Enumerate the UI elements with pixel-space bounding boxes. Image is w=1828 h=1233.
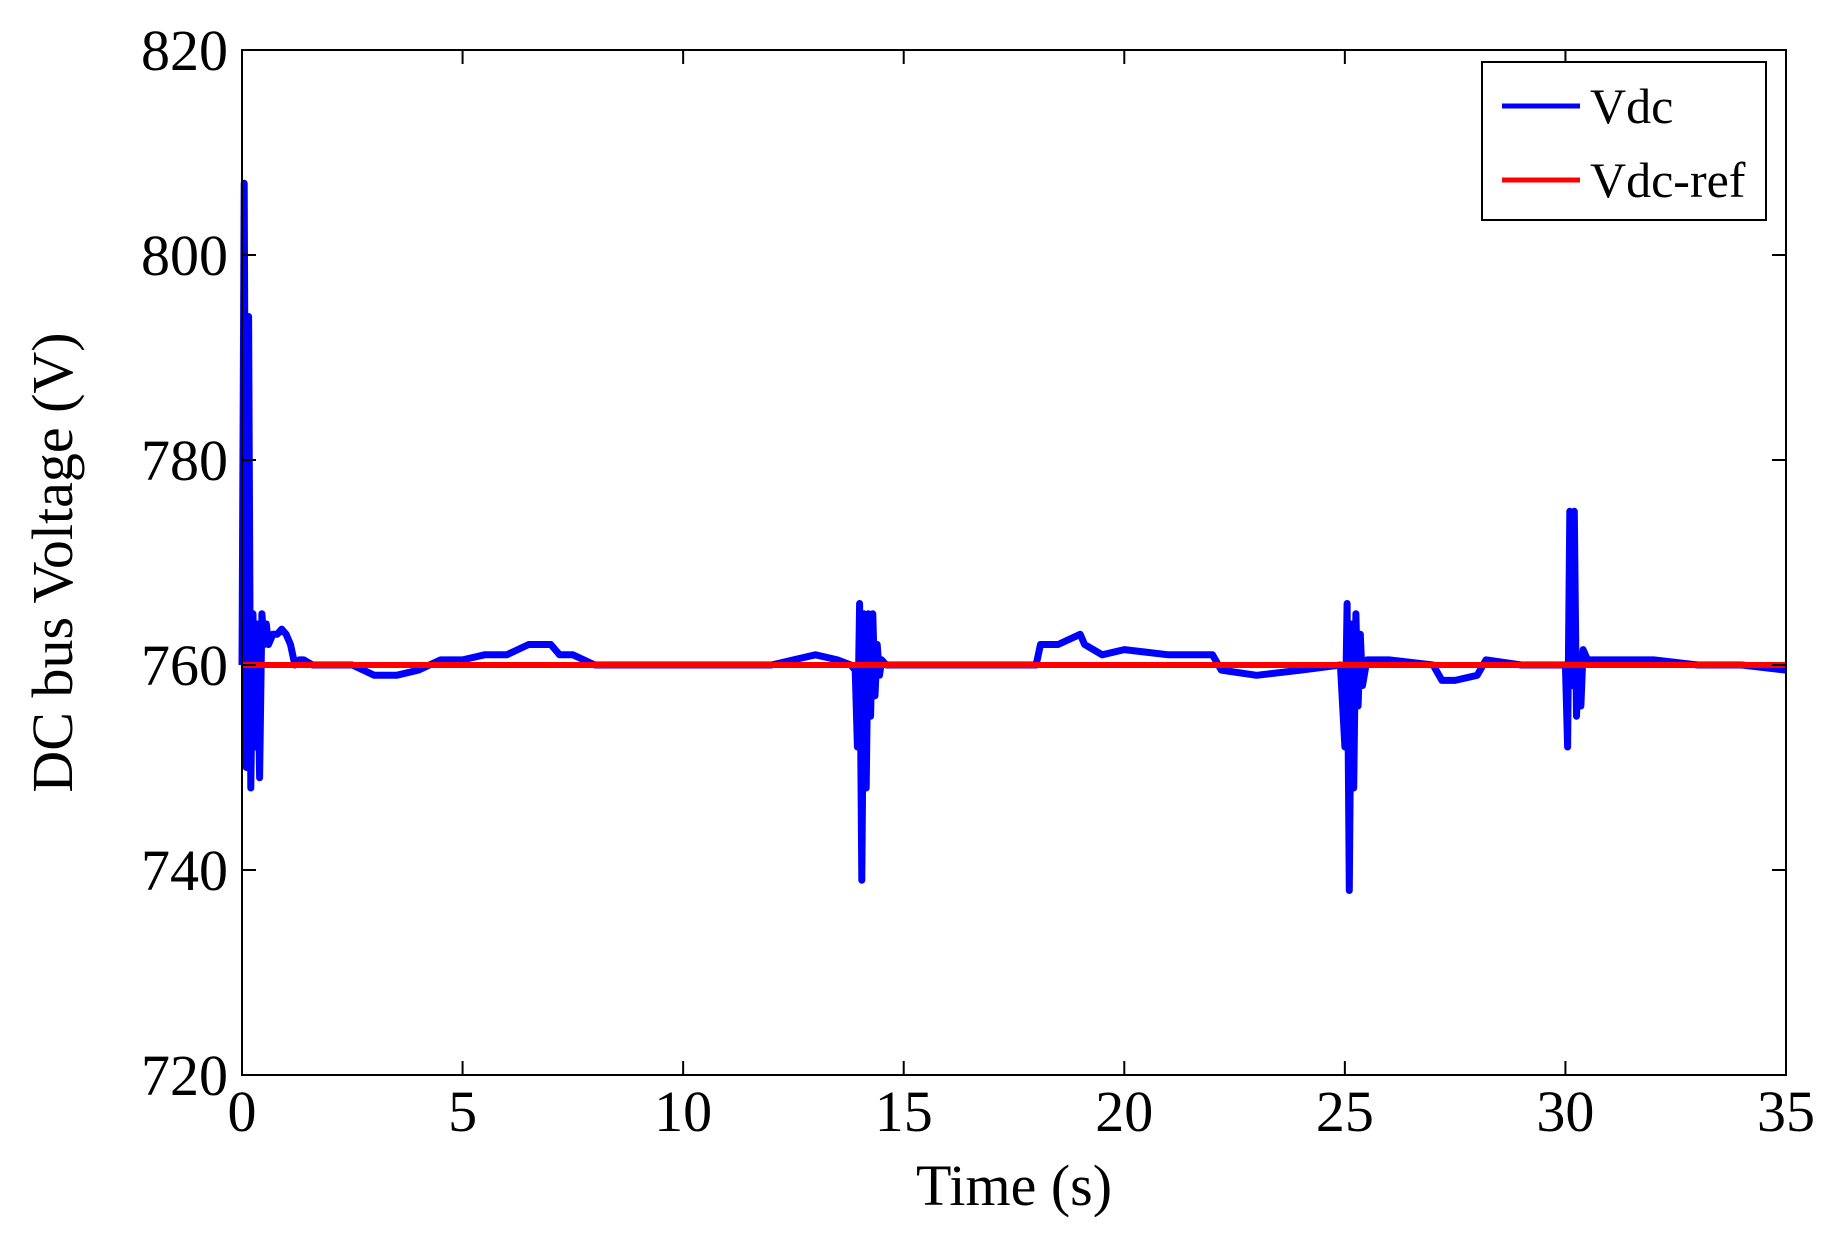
legend-box <box>1481 61 1767 221</box>
x-tick-label: 5 <box>448 1079 477 1144</box>
x-tick-label: 35 <box>1757 1079 1815 1144</box>
y-tick-label: 740 <box>141 838 228 903</box>
x-tick-label: 25 <box>1316 1079 1374 1144</box>
legend-label-vdc: Vdc <box>1590 78 1673 134</box>
x-tick-label: 15 <box>875 1079 933 1144</box>
x-axis-label: Time (s) <box>916 1153 1112 1218</box>
axes-frame <box>241 49 1787 1076</box>
y-tick-label: 800 <box>141 223 228 288</box>
axes-box <box>241 49 1787 1076</box>
legend: Vdc Vdc-ref <box>1481 61 1767 221</box>
y-tick-label: 720 <box>141 1043 228 1108</box>
y-tick-label: 760 <box>141 633 228 698</box>
tick-layer: 0 5 10 15 20 25 30 35 720 740 760 780 800 820 <box>141 18 1815 1144</box>
y-tick-label: 820 <box>141 18 228 83</box>
series-layer <box>238 179 1787 894</box>
y-tick-label: 780 <box>141 428 228 493</box>
x-tick-label: 0 <box>228 1079 257 1144</box>
x-tick-label: 30 <box>1536 1079 1594 1144</box>
y-axis-label: DC bus Voltage (V) <box>20 332 85 792</box>
x-tick-label: 10 <box>654 1079 712 1144</box>
legend-label-vdc-ref: Vdc-ref <box>1590 152 1746 208</box>
x-tick-label: 20 <box>1095 1079 1153 1144</box>
